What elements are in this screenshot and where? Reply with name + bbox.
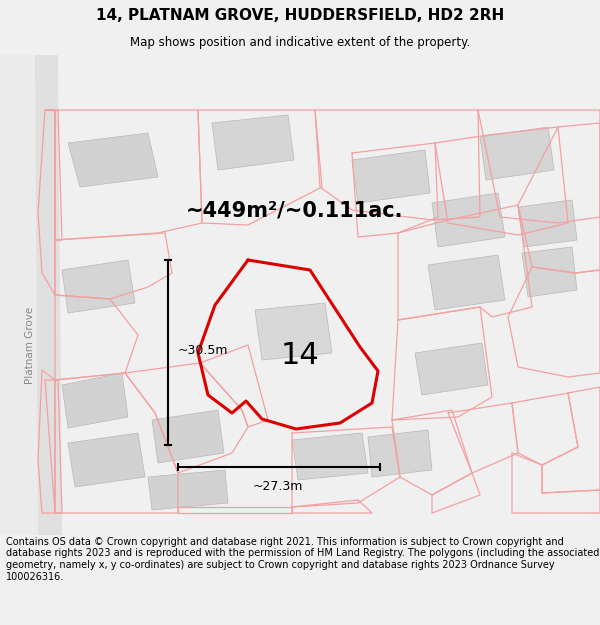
Polygon shape [480, 127, 554, 180]
Text: Map shows position and indicative extent of the property.: Map shows position and indicative extent… [130, 36, 470, 49]
Text: 14, PLATNAM GROVE, HUDDERSFIELD, HD2 2RH: 14, PLATNAM GROVE, HUDDERSFIELD, HD2 2RH [96, 8, 504, 23]
Polygon shape [292, 433, 368, 480]
Polygon shape [148, 470, 228, 510]
Polygon shape [518, 200, 577, 247]
Polygon shape [352, 150, 430, 203]
Text: ~27.3m: ~27.3m [253, 480, 303, 493]
Polygon shape [368, 430, 432, 477]
Text: Platnam Grove: Platnam Grove [25, 306, 35, 384]
Text: Contains OS data © Crown copyright and database right 2021. This information is : Contains OS data © Crown copyright and d… [6, 537, 599, 582]
Polygon shape [0, 55, 60, 535]
Polygon shape [522, 247, 577, 297]
Polygon shape [432, 193, 505, 247]
Polygon shape [62, 260, 135, 313]
Polygon shape [35, 55, 62, 535]
Polygon shape [428, 255, 505, 310]
Text: 14: 14 [281, 341, 319, 369]
Polygon shape [255, 303, 332, 360]
Polygon shape [415, 343, 488, 395]
Polygon shape [68, 433, 145, 487]
Polygon shape [62, 373, 128, 428]
Polygon shape [152, 410, 224, 463]
Text: ~449m²/~0.111ac.: ~449m²/~0.111ac. [186, 200, 404, 220]
Polygon shape [212, 115, 294, 170]
Text: ~30.5m: ~30.5m [178, 344, 229, 356]
Polygon shape [68, 133, 158, 187]
